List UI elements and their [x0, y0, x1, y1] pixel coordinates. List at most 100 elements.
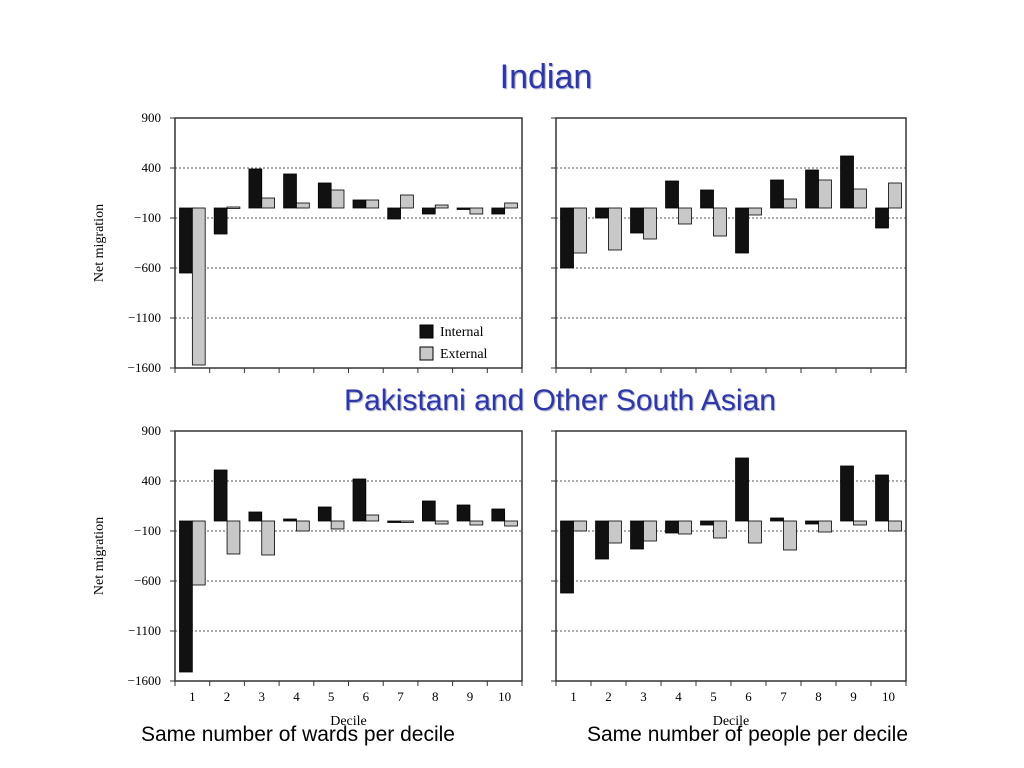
bar-internal-8: [805, 169, 819, 209]
y-tick-label: −1600: [128, 673, 161, 688]
bar-external-4: [678, 207, 692, 225]
bar-internal-6: [735, 457, 749, 522]
bar-internal-3: [248, 168, 263, 209]
x-tick-label: 3: [640, 689, 647, 704]
x-tick-label: 6: [363, 689, 370, 704]
bar-internal-1: [560, 520, 574, 594]
bar-external-3: [261, 520, 275, 556]
bar-internal-9: [456, 207, 471, 210]
bar-external-10: [888, 182, 902, 209]
y-tick-label: −600: [134, 260, 161, 275]
y-tick-label: −1600: [128, 360, 161, 375]
bar-external-5: [330, 520, 345, 530]
bar-external-3: [643, 207, 657, 240]
x-tick-label: 7: [780, 689, 787, 704]
x-tick-label: 4: [293, 689, 300, 704]
bar-internal-6: [735, 207, 749, 254]
x-tick-label: 2: [605, 689, 612, 704]
bar-internal-1: [179, 520, 193, 673]
caption-wards: Same number of wards per decile: [141, 723, 455, 746]
bar-external-6: [748, 520, 762, 544]
bar-internal-8: [422, 207, 436, 215]
x-tick-label: 5: [710, 689, 717, 704]
bar-external-7: [400, 520, 414, 523]
bar-external-9: [853, 188, 867, 209]
legend-label-external: External: [440, 347, 488, 362]
bar-external-10: [504, 520, 518, 527]
bar-internal-4: [665, 520, 679, 534]
y-tick-label: 400: [142, 160, 162, 175]
x-tick-label: 1: [570, 689, 577, 704]
bar-external-4: [296, 520, 310, 532]
bar-internal-6: [352, 478, 367, 522]
bar-external-7: [400, 194, 414, 209]
bar-internal-6: [352, 199, 367, 209]
bar-external-2: [226, 520, 241, 555]
bar-internal-9: [840, 465, 854, 522]
bar-internal-2: [213, 207, 228, 235]
bar-external-3: [261, 197, 275, 209]
bar-internal-9: [456, 504, 471, 522]
bar-external-5: [330, 189, 345, 209]
bar-external-6: [365, 514, 380, 522]
bar-external-4: [296, 202, 310, 209]
bar-external-6: [365, 199, 380, 209]
bar-external-9: [853, 520, 867, 526]
x-tick-label: 5: [328, 689, 335, 704]
bar-external-8: [818, 179, 832, 209]
bar-internal-7: [770, 179, 784, 209]
bar-internal-7: [387, 520, 401, 523]
x-tick-label: 7: [397, 689, 404, 704]
bar-internal-2: [595, 520, 609, 560]
y-tick-label: 900: [142, 423, 162, 438]
legend-label-internal: Internal: [440, 325, 484, 340]
x-tick-label: 6: [745, 689, 752, 704]
bar-internal-10: [491, 508, 506, 522]
bar-internal-10: [875, 207, 889, 229]
y-axis-label: Net migration: [92, 204, 107, 282]
x-axis-label: Decile: [330, 714, 367, 729]
bar-internal-9: [840, 155, 854, 209]
y-tick-label: 400: [142, 473, 162, 488]
x-tick-label: 4: [675, 689, 682, 704]
x-tick-label: 10: [882, 689, 895, 704]
x-tick-label: 3: [259, 689, 266, 704]
title-indian: Indian: [499, 58, 593, 96]
bar-internal-3: [248, 511, 263, 522]
bar-external-5: [713, 207, 727, 237]
y-tick-label: −1100: [128, 310, 161, 325]
bar-internal-7: [770, 517, 784, 522]
x-tick-label: 8: [432, 689, 439, 704]
bar-internal-10: [875, 474, 889, 522]
y-tick-label: −1100: [128, 623, 161, 638]
bar-internal-5: [317, 182, 332, 209]
bar-internal-3: [630, 520, 644, 550]
bar-external-1: [573, 207, 587, 254]
bar-internal-1: [179, 207, 193, 274]
bar-internal-8: [805, 520, 819, 525]
bar-external-2: [608, 207, 622, 251]
legend-swatch-external: [419, 346, 434, 361]
y-tick-label: −100: [134, 523, 161, 538]
x-tick-label: 9: [850, 689, 857, 704]
bar-internal-4: [283, 518, 297, 522]
bar-external-1: [573, 520, 587, 532]
title-pakistani: Pakistani and Other South Asian: [344, 384, 776, 417]
bar-internal-5: [700, 189, 714, 209]
bar-internal-1: [560, 207, 574, 269]
bar-external-1: [191, 207, 206, 366]
bar-external-2: [608, 520, 622, 544]
bar-internal-10: [491, 207, 506, 215]
bar-internal-5: [317, 506, 332, 522]
plot-frame: [174, 430, 523, 682]
bar-internal-5: [700, 520, 714, 526]
bar-internal-7: [387, 207, 401, 220]
bar-external-1: [191, 520, 206, 586]
x-tick-label: 2: [224, 689, 231, 704]
x-tick-label: 1: [189, 689, 196, 704]
bar-internal-3: [630, 207, 644, 234]
y-axis-label: Net migration: [92, 517, 107, 595]
bar-external-8: [434, 204, 449, 209]
bar-internal-8: [422, 500, 436, 522]
